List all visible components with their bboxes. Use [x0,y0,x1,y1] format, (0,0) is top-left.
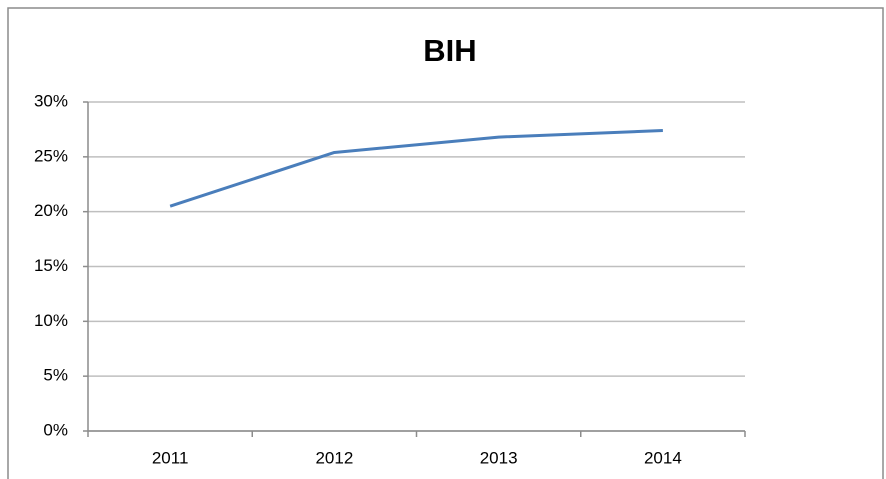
y-tick-label: 30% [34,91,68,110]
y-tick-label: 0% [43,420,68,439]
y-tick-label: 15% [34,256,68,275]
y-tick-label: 10% [34,311,68,330]
y-tick-label: 25% [34,146,68,165]
x-tick-label: 2011 [152,448,189,467]
data-line [169,129,663,208]
y-tick-label: 5% [43,366,68,385]
chart-frame [7,7,884,479]
chart-title: BIH [423,33,476,68]
y-tick-label: 20% [34,201,68,220]
x-tick-label: 2012 [315,448,353,467]
x-tick-label: 2014 [644,448,682,467]
x-tick-label: 2013 [480,448,518,467]
